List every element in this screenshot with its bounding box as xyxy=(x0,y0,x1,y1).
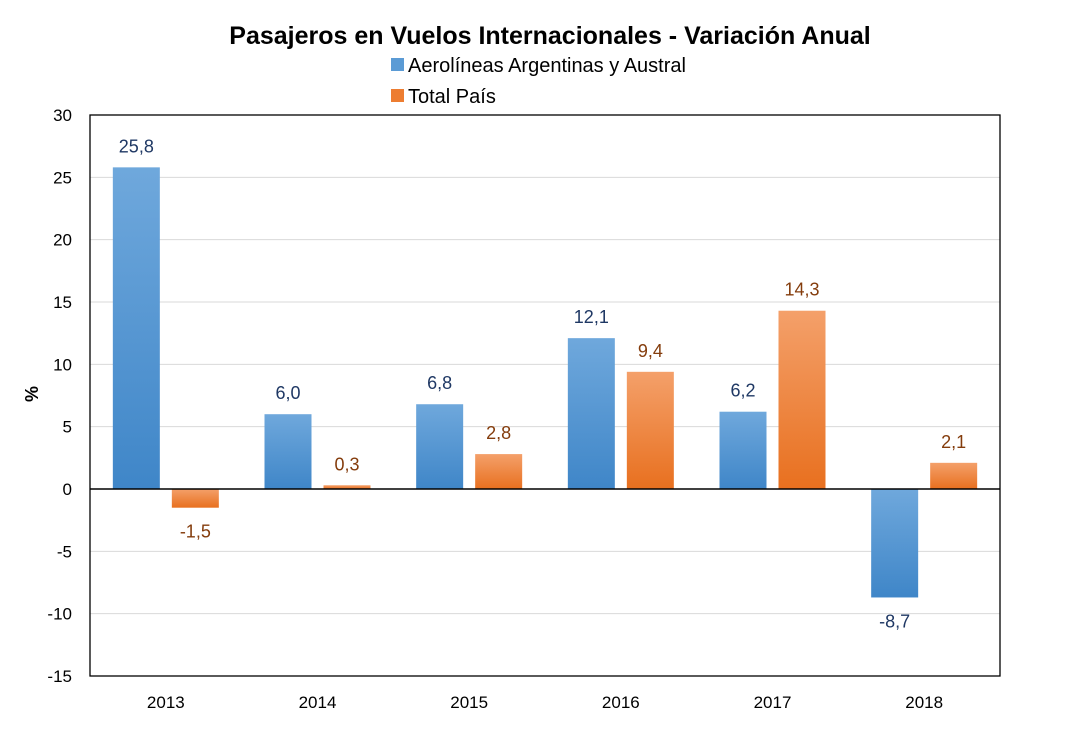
bar-aerolineas-2013 xyxy=(112,167,160,490)
y-tick-label: 0 xyxy=(63,480,72,499)
data-labels: 25,8 -1,5 6,0 0,3 6,8 2,8 12,1 9,4 6,2 14,3 -8,7 2,… xyxy=(119,136,966,631)
bar-aerolineas-2015 xyxy=(416,404,464,489)
bars xyxy=(112,167,978,598)
x-tick-label: 2013 xyxy=(147,693,185,712)
legend-label-total-pais: Total País xyxy=(408,86,496,108)
data-label-total-pais-2018: 2,1 xyxy=(941,432,966,452)
y-tick-label: -5 xyxy=(57,542,72,561)
data-label-total-pais-2013: -1,5 xyxy=(180,522,211,542)
x-tick-label: 2017 xyxy=(754,693,792,712)
bar-total-pais-2016 xyxy=(626,371,674,489)
y-tick-label: 10 xyxy=(53,355,72,374)
gridlines xyxy=(90,176,1000,615)
y-tick-label: -10 xyxy=(47,605,72,624)
x-tick-label: 2018 xyxy=(905,693,943,712)
legend-swatch-total-pais xyxy=(391,89,404,102)
data-label-aerolineas-2013: 25,8 xyxy=(119,136,154,156)
legend-swatch-aerolineas xyxy=(391,58,404,71)
plot-area-border xyxy=(89,114,1001,677)
y-axis-ticks: -15 -10 -5 0 5 10 15 20 25 30 xyxy=(47,106,72,686)
y-axis-label: % xyxy=(22,386,42,402)
y-tick-label: 15 xyxy=(53,293,72,312)
data-label-aerolineas-2015: 6,8 xyxy=(427,373,452,393)
bar-total-pais-2014 xyxy=(323,485,371,489)
bar-total-pais-2018 xyxy=(930,462,978,489)
bar-total-pais-2017 xyxy=(778,310,826,489)
y-tick-label: 25 xyxy=(53,168,72,187)
bar-aerolineas-2018 xyxy=(871,489,919,598)
x-tick-label: 2014 xyxy=(299,693,337,712)
legend: Aerolíneas Argentinas y Austral Total Pa… xyxy=(391,55,686,108)
data-label-aerolineas-2018: -8,7 xyxy=(879,611,910,631)
bar-total-pais-2013 xyxy=(171,489,219,508)
y-tick-label: 30 xyxy=(53,106,72,125)
chart-title: Pasajeros en Vuelos Internacionales - Va… xyxy=(229,22,870,50)
x-axis-ticks: 2013 2014 2015 2016 2017 2018 xyxy=(147,693,943,712)
data-label-aerolineas-2014: 6,0 xyxy=(275,383,300,403)
bar-total-pais-2015 xyxy=(475,454,523,489)
y-tick-label: 20 xyxy=(53,231,72,250)
y-tick-label: 5 xyxy=(63,418,72,437)
data-label-total-pais-2015: 2,8 xyxy=(486,423,511,443)
data-label-aerolineas-2016: 12,1 xyxy=(574,307,609,327)
x-tick-label: 2015 xyxy=(450,693,488,712)
data-label-total-pais-2016: 9,4 xyxy=(638,341,663,361)
bar-aerolineas-2017 xyxy=(719,411,767,489)
x-tick-label: 2016 xyxy=(602,693,640,712)
bar-aerolineas-2016 xyxy=(567,338,615,489)
bar-aerolineas-2014 xyxy=(264,414,312,489)
data-label-aerolineas-2017: 6,2 xyxy=(730,381,755,401)
legend-label-aerolineas: Aerolíneas Argentinas y Austral xyxy=(408,55,686,77)
y-tick-label: -15 xyxy=(47,667,72,686)
data-label-total-pais-2014: 0,3 xyxy=(334,454,359,474)
data-label-total-pais-2017: 14,3 xyxy=(784,280,819,300)
